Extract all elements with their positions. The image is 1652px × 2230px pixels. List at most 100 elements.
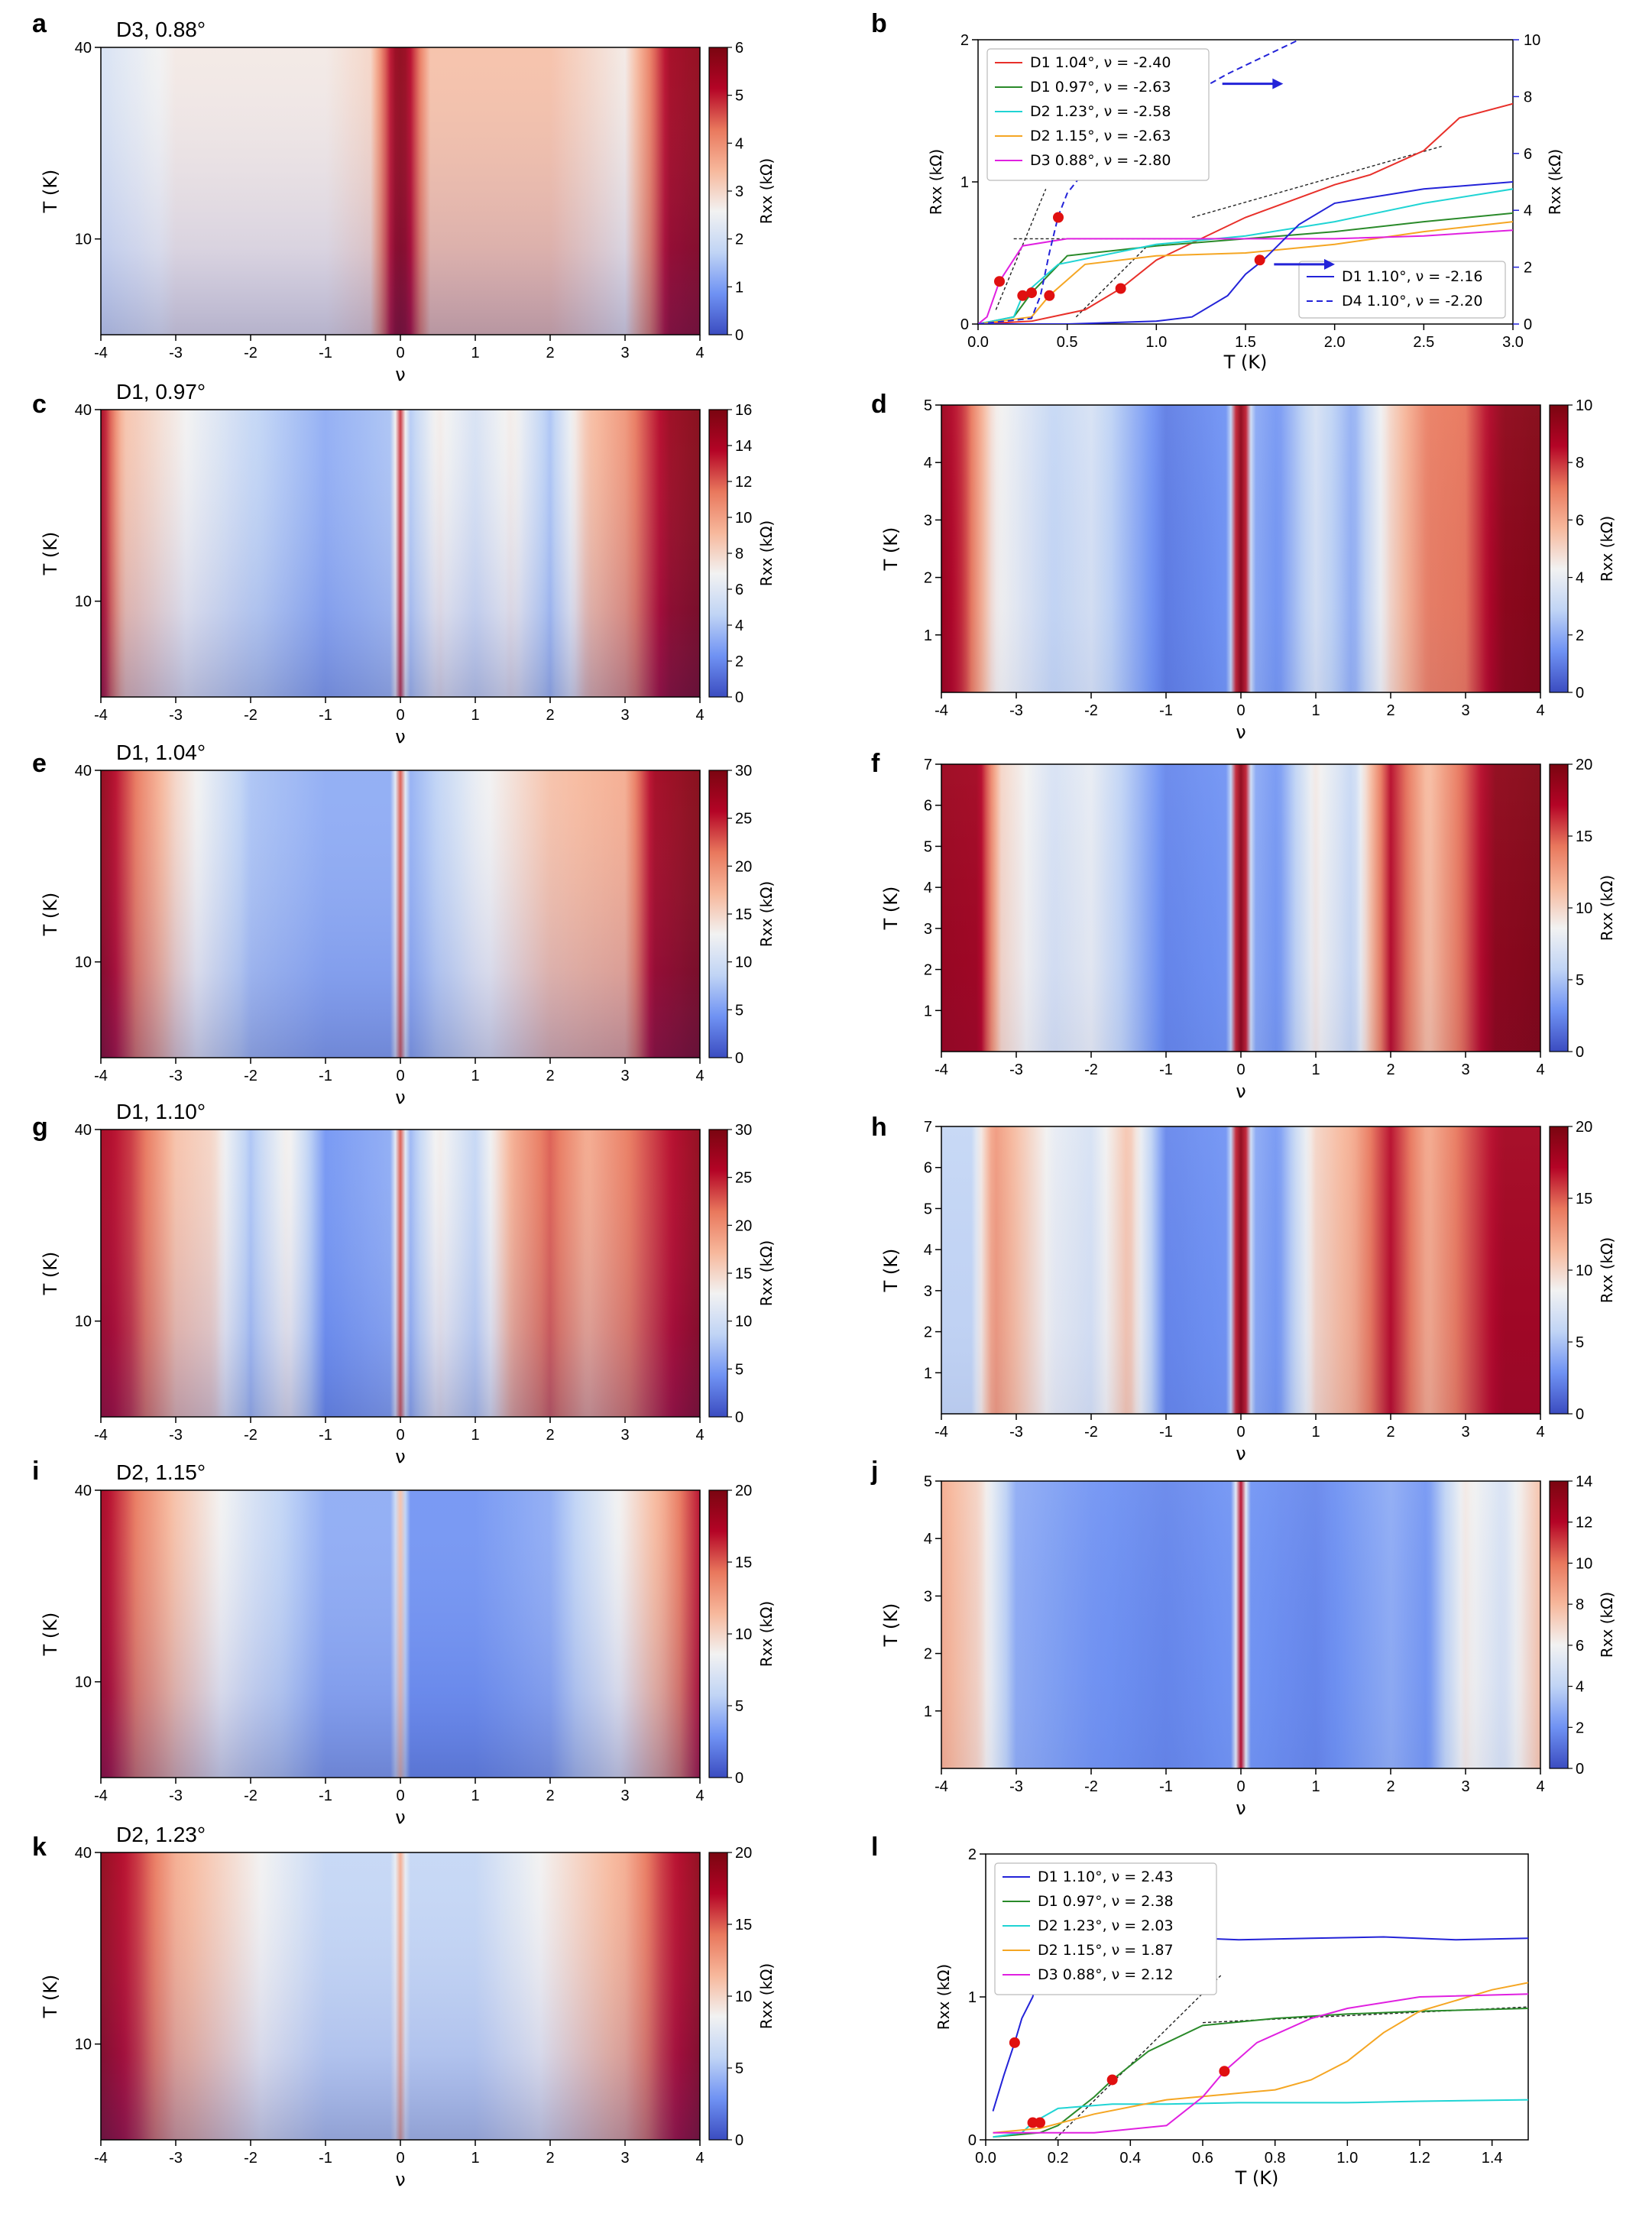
colorbar-tick-label: 0 (735, 327, 743, 344)
colorbar-tick-label: 10 (1576, 397, 1592, 414)
x-tick-label: 0.6 (1192, 2150, 1213, 2167)
transition-marker (1254, 254, 1265, 266)
x-tick-label: -1 (1159, 1062, 1173, 1078)
x-tick-label: -2 (244, 1788, 258, 1804)
heatmap-shading (101, 770, 700, 1058)
x-tick-label: 0 (1236, 702, 1245, 719)
x-tick-label: 1.0 (1145, 334, 1167, 351)
y-tick-label: 4 (924, 1242, 932, 1259)
colorbar-tick-label: 25 (735, 811, 752, 828)
x-tick-label: 3 (620, 1427, 629, 1444)
x-tick-label: -2 (244, 345, 258, 361)
x-tick-label: 1 (471, 1068, 479, 1084)
x-axis-label: ν (395, 1087, 405, 1108)
y-tick-label: 10 (75, 2037, 92, 2053)
legend-entry: D2 1.23°, ν = -2.58 (1030, 103, 1171, 120)
colorbar-tick-label: 20 (735, 1845, 752, 1862)
y-tick-label: 4 (924, 455, 932, 472)
y-tick-label: 10 (75, 1314, 92, 1331)
panel-d: d -4 -3 -2 -1 0 1 2 3 4 ν 1 2 3 4 5 T (K) 0 2 4 6 8 10 Rxx (kΩ) (871, 390, 1616, 743)
heatmap-shading (101, 1130, 700, 1417)
y-tick-label: 1 (960, 174, 969, 191)
y-axis-label: T (K) (40, 893, 61, 937)
x-tick-label: -4 (94, 1068, 108, 1084)
y-tick-label: 1 (924, 1703, 932, 1720)
y-axis-label: T (K) (40, 170, 61, 214)
colorbar-label: Rxx (kΩ) (757, 1601, 776, 1667)
right-axis-arrowhead (1272, 78, 1284, 89)
x-tick-label: -2 (1084, 702, 1098, 719)
y-right-axis-label: Rxx (kΩ) (1546, 149, 1564, 215)
x-axis-label: ν (1236, 1797, 1245, 1819)
y-tick-label: 1 (924, 1365, 932, 1382)
colorbar-tick-label: 5 (735, 1002, 743, 1019)
x-tick-label: 0 (396, 707, 404, 724)
legend-entry: D2 1.15°, ν = -2.63 (1030, 128, 1171, 144)
colorbar-tick-label: 15 (1576, 1191, 1592, 1207)
x-tick-label: 0.0 (967, 334, 989, 351)
colorbar-tick-label: 15 (735, 1266, 752, 1282)
colorbar-tick-label: 2 (735, 653, 743, 670)
colorbar-tick-label: 2 (735, 232, 743, 248)
colorbar-tick-label: 6 (735, 40, 743, 57)
y-tick-label: 40 (75, 763, 92, 780)
x-tick-label: 2.5 (1413, 334, 1434, 351)
colorbar-tick-label: 20 (735, 858, 752, 875)
x-tick-label: 4 (1536, 1778, 1544, 1795)
x-tick-label: 1 (1311, 1778, 1320, 1795)
x-tick-label: 2 (546, 1427, 554, 1444)
colorbar-tick-label: 6 (1576, 512, 1584, 529)
x-tick-label: -3 (169, 1788, 183, 1804)
x-tick-label: 1.4 (1482, 2150, 1503, 2167)
x-axis-label: T (K) (1235, 2167, 1279, 2189)
colorbar-tick-label: 0 (735, 1409, 743, 1426)
x-tick-label: 1.2 (1409, 2150, 1430, 2167)
colorbar (1549, 1480, 1569, 1769)
x-tick-label: 1 (471, 1427, 479, 1444)
colorbar-tick-label: 2 (1576, 1719, 1584, 1736)
colorbar-tick-label: 0 (735, 2132, 743, 2149)
colorbar-tick-label: 4 (735, 617, 743, 634)
y-tick-label: 6 (924, 798, 932, 815)
panel-title: D3, 0.88° (116, 18, 206, 41)
colorbar-tick-label: 15 (735, 906, 752, 923)
colorbar-tick-label: 10 (1576, 1262, 1592, 1279)
colorbar-label: Rxx (kΩ) (757, 1240, 776, 1306)
colorbar-tick-label: 10 (735, 510, 752, 527)
colorbar-tick-label: 0 (735, 1770, 743, 1787)
series-line (978, 181, 1513, 324)
x-tick-label: 3 (620, 2150, 629, 2167)
legend-box-2 (1298, 261, 1506, 319)
y-tick-label: 3 (924, 921, 932, 938)
x-tick-label: 0 (396, 1068, 404, 1084)
panel-letter-b: b (871, 9, 887, 38)
y-axis-label: T (K) (40, 1975, 61, 2019)
x-axis-label: ν (395, 364, 405, 385)
x-tick-label: 3 (620, 1068, 629, 1084)
panel-title: D2, 1.23° (116, 1823, 206, 1846)
y-tick-label: 40 (75, 402, 92, 419)
colorbar-tick-label: 0 (1576, 1044, 1584, 1061)
y-tick-label: 10 (75, 1674, 92, 1691)
heatmap-shading (101, 1490, 700, 1778)
colorbar (708, 1129, 728, 1418)
panel-title: D1, 0.97° (116, 380, 206, 404)
x-tick-label: -4 (935, 1062, 948, 1078)
panel-title: D2, 1.15° (116, 1460, 206, 1484)
x-tick-label: -3 (169, 345, 183, 361)
x-tick-label: -4 (935, 1778, 948, 1795)
y-tick-label: 5 (924, 1473, 932, 1490)
colorbar-tick-label: 15 (735, 1917, 752, 1933)
y-tick-label: 4 (924, 880, 932, 896)
x-tick-label: -3 (1009, 1424, 1023, 1441)
y-tick-label: 2 (924, 1646, 932, 1663)
x-tick-label: -1 (319, 2150, 332, 2167)
panel-f: f -4 -3 -2 -1 0 1 2 3 4 ν 1 2 3 4 5 6 7 T (K) 0 5 10 15 20 Rxx (… (871, 749, 1616, 1102)
x-tick-label: 4 (695, 1788, 704, 1804)
x-tick-label: 3 (620, 707, 629, 724)
colorbar-tick-label: 10 (1576, 900, 1592, 917)
legend-entry: D1 0.97°, ν = -2.63 (1030, 79, 1171, 96)
colorbar-tick-label: 8 (1576, 455, 1584, 472)
panel-g: g D1, 1.10° -4 -3 -2 -1 0 1 2 3 4 ν 10 40 T (K) 0 5 10 15 2… (32, 1100, 776, 1467)
